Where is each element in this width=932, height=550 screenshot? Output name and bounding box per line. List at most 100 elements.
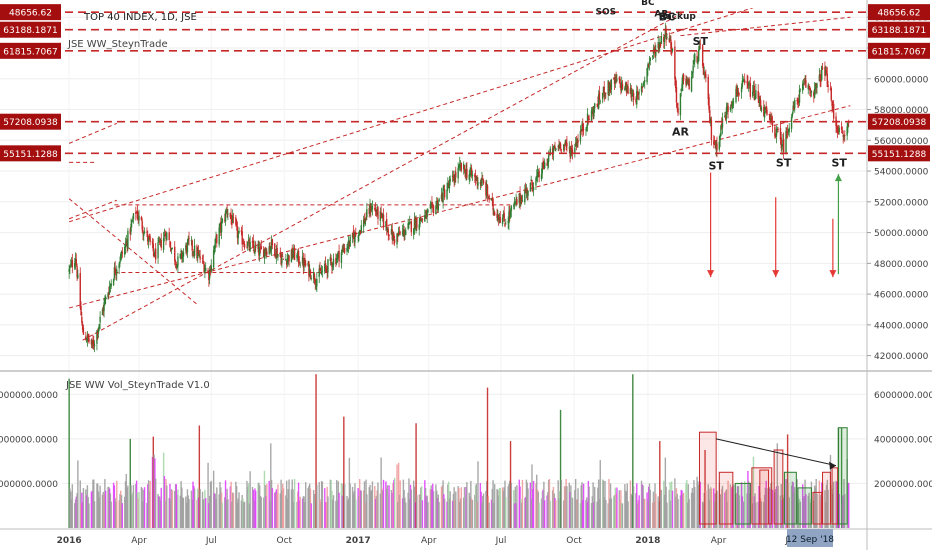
- cursor-date-label: 12 Sep '18: [786, 535, 834, 545]
- volume-bar: [599, 460, 601, 528]
- candle-body: [97, 328, 100, 333]
- volume-bar: [386, 485, 389, 528]
- candle-body: [530, 179, 532, 182]
- volume-bar: [375, 495, 378, 528]
- candle-body: [425, 210, 428, 219]
- candle-body: [135, 212, 138, 213]
- volume-bar: [827, 489, 829, 528]
- volume-study-label[interactable]: JSE WW Vol_SteynTrade V1.0: [65, 380, 210, 391]
- volume-bar: [782, 497, 785, 528]
- volume-bar: [127, 485, 129, 528]
- volume-bar: [813, 485, 816, 528]
- volume-bar: [464, 495, 466, 528]
- candle-body: [718, 141, 721, 150]
- candle-body: [118, 263, 120, 269]
- volume-box: [759, 469, 770, 525]
- volume-bar: [218, 494, 220, 528]
- candle-body: [71, 259, 74, 268]
- volume-bar: [802, 498, 805, 528]
- volume-bar: [187, 495, 189, 528]
- candle-body: [280, 257, 282, 265]
- candle-body: [454, 173, 456, 182]
- candle-body: [193, 254, 195, 256]
- volume-bar: [674, 478, 676, 528]
- volume-bar: [670, 500, 672, 528]
- candle-body: [468, 174, 470, 180]
- candle-body: [647, 63, 650, 65]
- volume-bar: [841, 502, 844, 528]
- volume-bar: [786, 480, 788, 528]
- volume-bar: [566, 486, 568, 528]
- volume-bar: [518, 479, 520, 528]
- candle-body: [720, 125, 722, 136]
- candle-body: [175, 263, 178, 268]
- volume-bar: [301, 498, 304, 528]
- volume-axis[interactable]: 2000000.0000 2000000.0000 4000000.0000 4000…: [0, 391, 932, 490]
- candle-body: [103, 302, 105, 312]
- candle-body: [653, 48, 655, 50]
- candle-body: [215, 236, 217, 238]
- volume-bar: [157, 493, 159, 528]
- volume-bar: [579, 503, 582, 528]
- volume-bar: [825, 501, 827, 528]
- candle-body: [418, 224, 420, 230]
- candle-body: [598, 92, 601, 101]
- volume-bar: [159, 500, 162, 528]
- time-axis[interactable]: 2016AprJulOct2017AprJulOct2018AprJul: [57, 536, 797, 546]
- candle-body: [768, 114, 771, 115]
- volume-bar: [109, 493, 112, 528]
- candle-body: [825, 70, 827, 74]
- candle-body: [791, 113, 794, 117]
- wyckoff-label: SOS: [595, 7, 616, 17]
- volume-bar: [354, 483, 356, 528]
- candle-body: [701, 45, 704, 66]
- volume-bar: [224, 480, 227, 528]
- candle-body: [532, 187, 535, 191]
- volume-bar: [270, 443, 272, 528]
- candle-body: [386, 227, 389, 233]
- volume-bar: [581, 482, 583, 528]
- volume-bar: [275, 489, 278, 528]
- candle-body: [743, 80, 745, 82]
- volume-bar: [574, 478, 577, 528]
- volume-bar: [648, 483, 651, 528]
- volume-bar: [166, 485, 168, 528]
- candle-body: [614, 76, 617, 84]
- candle-body: [376, 206, 378, 213]
- volume-bar: [618, 490, 621, 528]
- volume-bar: [798, 502, 800, 528]
- price-tick-label: 58000.0000: [874, 106, 929, 116]
- candle-body: [340, 252, 343, 263]
- candle-body: [260, 246, 262, 250]
- candle-body: [336, 254, 339, 261]
- volume-bar: [348, 457, 351, 528]
- volume-bar: [320, 480, 323, 528]
- candle-body: [714, 146, 717, 149]
- candle-body: [564, 140, 567, 145]
- candle-body: [751, 91, 754, 96]
- price-study-label[interactable]: JSE WW_SteynTrade: [67, 39, 168, 50]
- candle-body: [285, 258, 287, 261]
- volume-bar: [441, 485, 443, 528]
- candle-body: [582, 124, 584, 132]
- candle-body: [513, 205, 515, 207]
- candle-body: [736, 91, 739, 95]
- volume-bar: [737, 486, 740, 528]
- candle-body: [301, 256, 304, 264]
- candle-body: [214, 239, 216, 249]
- volume-bar: [377, 482, 379, 528]
- candle-body: [774, 126, 776, 137]
- candle-body: [830, 88, 832, 101]
- symbol-title[interactable]: TOP 40 INDEX, 1D, JSE: [83, 12, 197, 23]
- volume-bar: [766, 488, 768, 528]
- volume-bar: [274, 491, 277, 528]
- volume-bar: [476, 501, 478, 528]
- candle-body: [470, 168, 472, 172]
- candle-body: [424, 211, 427, 213]
- volume-bar: [596, 501, 598, 528]
- volume-bar: [619, 500, 621, 528]
- candle-body: [296, 254, 298, 258]
- volume-bar: [520, 502, 523, 528]
- volume-bar: [605, 499, 607, 528]
